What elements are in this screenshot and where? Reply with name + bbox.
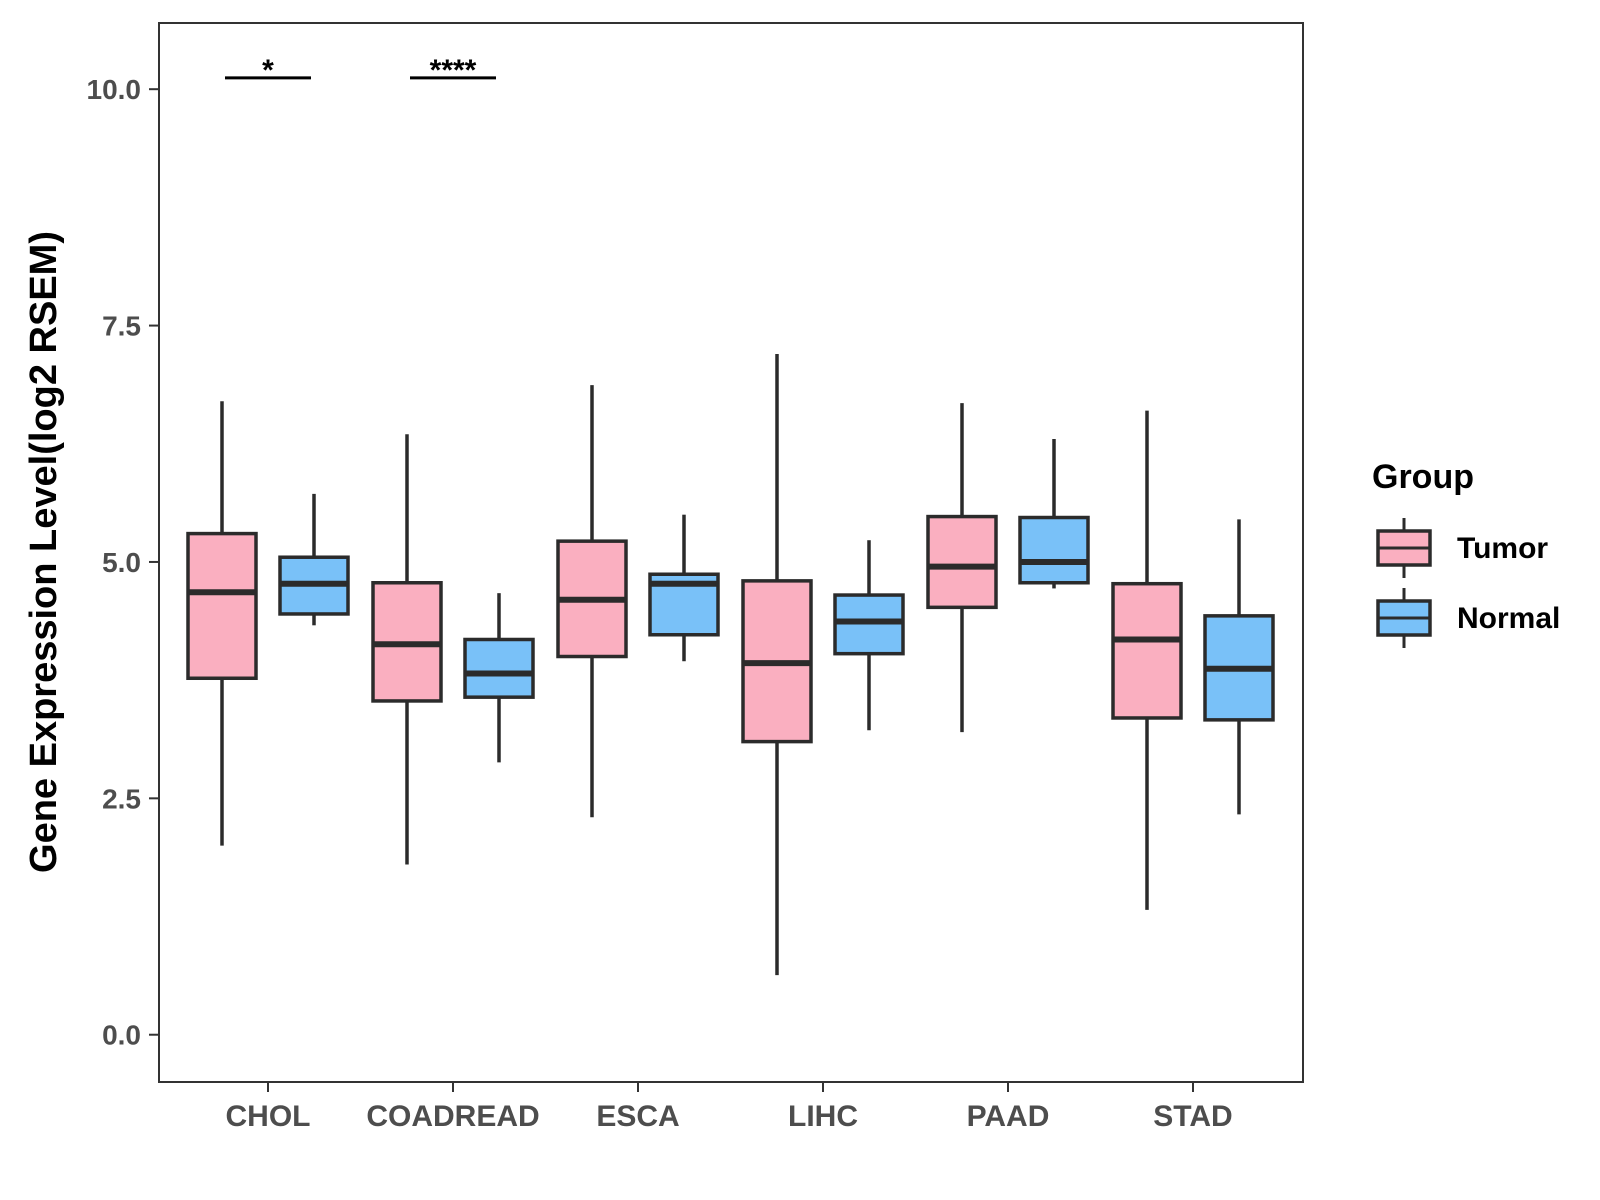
plot-panel (158, 22, 1304, 1083)
box-normal-coadread (463, 593, 535, 763)
x-tick-label-paad: PAAD (967, 1100, 1050, 1133)
legend: Group Tumor Normal (1372, 458, 1560, 648)
x-tick-label-stad: STAD (1153, 1100, 1232, 1133)
x-tick-label-esca: ESCA (596, 1100, 679, 1133)
legend-label-tumor: Tumor (1457, 532, 1548, 565)
x-tick-label-chol: CHOL (226, 1100, 311, 1133)
significance-coadread: **** (410, 54, 496, 87)
y-axis-title: Gene Expression Level(log2 RSEM) (23, 231, 65, 873)
significance-annotations: * **** (225, 54, 496, 87)
box-tumor-paad (926, 403, 998, 733)
x-tick-label-lihc: LIHC (788, 1100, 858, 1133)
box-iqr (186, 531, 258, 681)
box-normal-paad (1018, 439, 1090, 589)
y-tick-label: 2.5 (102, 783, 141, 814)
box-iqr (926, 514, 998, 610)
y-tick-label: 7.5 (102, 311, 141, 342)
y-tick-label: 0.0 (102, 1020, 141, 1051)
box-normal-lihc (833, 540, 905, 731)
y-axis: 0.0 2.5 5.0 7.5 10.0 (87, 74, 159, 1051)
box-tumor-esca (556, 385, 628, 818)
legend-title: Group (1372, 458, 1474, 496)
box-normal-stad (1203, 519, 1275, 815)
box-tumor-lihc (741, 353, 813, 976)
box-series (186, 353, 1275, 976)
box-tumor-stad (1111, 410, 1183, 910)
box-iqr (1111, 581, 1183, 720)
significance-label: **** (430, 54, 477, 87)
y-tick-label: 5.0 (102, 547, 141, 578)
significance-chol: * (225, 54, 311, 87)
box-normal-esca (648, 514, 720, 662)
box-iqr (463, 637, 535, 699)
legend-item-tumor: Tumor (1376, 518, 1548, 578)
legend-item-normal: Normal (1376, 588, 1560, 648)
box-normal-chol (278, 493, 350, 626)
box-tumor-chol (186, 401, 258, 846)
box-tumor-coadread (371, 434, 443, 865)
y-tick-label: 10.0 (87, 74, 142, 105)
box-iqr (1018, 515, 1090, 585)
legend-label-normal: Normal (1457, 602, 1560, 635)
significance-label: * (262, 54, 274, 87)
x-tick-label-coadread: COADREAD (366, 1100, 539, 1133)
x-axis: CHOL COADREAD ESCA LIHC PAAD STAD (226, 1082, 1233, 1133)
